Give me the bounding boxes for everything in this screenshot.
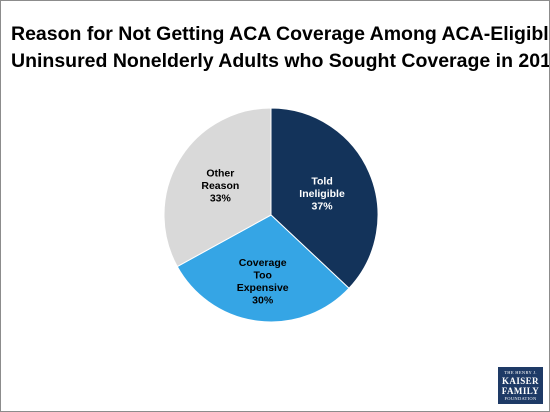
- pie-slice-2: [163, 107, 272, 268]
- logo-line-3: FAMILY: [501, 386, 540, 396]
- pie-slice-label-2-line-2: 33%: [210, 193, 232, 205]
- pie-slice-label-1: Coverage Too Expensive 30%: [237, 257, 289, 307]
- pie-slice-label-0: Told Ineligible 37%: [299, 175, 345, 212]
- pie-slice-label-1-line-0: Coverage: [239, 257, 287, 269]
- pie-slice-label-2: Other Reason 33%: [201, 168, 239, 205]
- pie-slice-label-0-line-2: 37%: [312, 200, 334, 212]
- chart-title: Reason for Not Getting ACA Coverage Amon…: [11, 21, 550, 75]
- chart-title-line-1: Reason for Not Getting ACA Coverage Amon…: [11, 23, 550, 45]
- pie-slice-label-1-line-3: 30%: [252, 295, 274, 307]
- chart-title-line-2: Uninsured Nonelderly Adults who Sought C…: [11, 50, 550, 72]
- pie-slice-label-1-line-1: Too: [253, 270, 271, 282]
- pie-slice-label-2-line-0: Other: [206, 168, 234, 180]
- kaiser-family-foundation-logo: THE HENRY J. KAISER FAMILY FOUNDATION: [498, 367, 543, 404]
- pie-slice-0: [270, 107, 379, 289]
- pie-slice-label-1-line-2: Expensive: [237, 282, 289, 294]
- pie-slice-label-0-line-0: Told: [311, 175, 332, 187]
- pie-slice-1: [176, 214, 350, 323]
- pie-slice-label-2-line-1: Reason: [201, 180, 239, 192]
- logo-line-4: FOUNDATION: [504, 396, 537, 401]
- logo-line-1: THE HENRY J.: [504, 370, 537, 375]
- logo-line-2: KAISER: [502, 376, 539, 386]
- pie-slice-label-0-line-1: Ineligible: [299, 188, 345, 200]
